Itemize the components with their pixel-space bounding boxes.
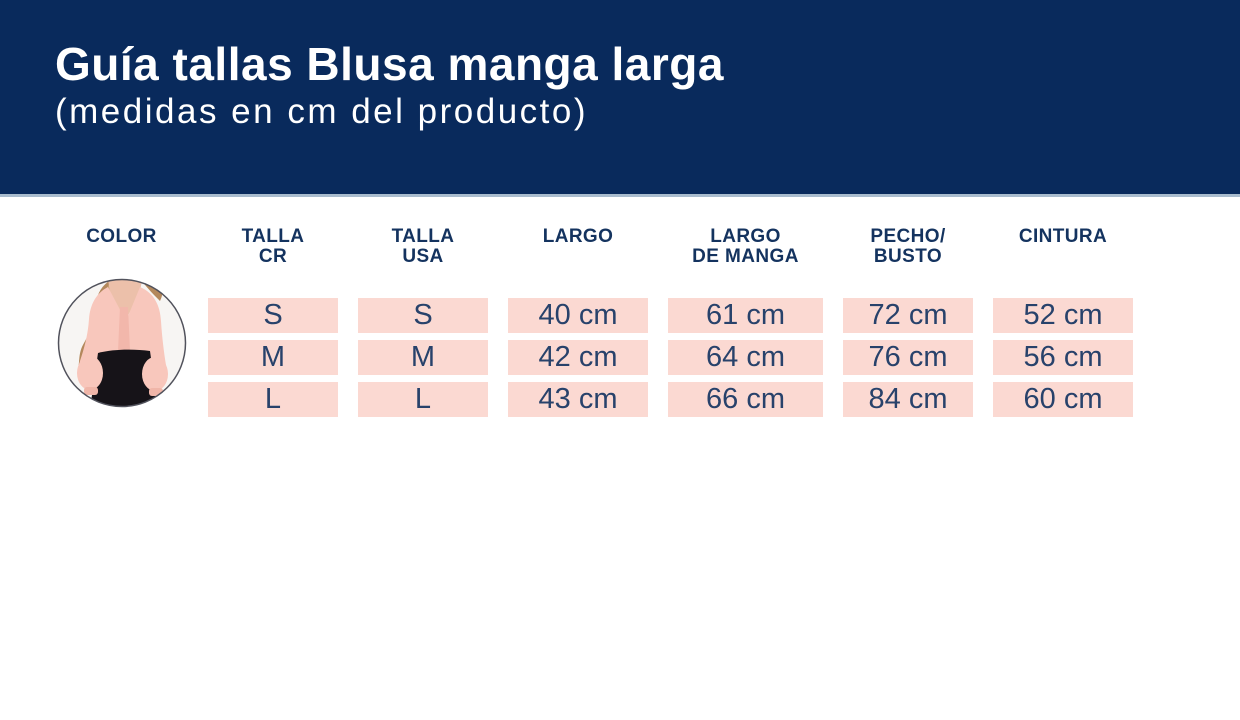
cell-l-largo-de-manga: 66 cm [668,382,823,417]
cell-m-cintura: 56 cm [993,340,1133,375]
product-photo-cell [55,278,188,417]
cell-l-pecho-busto: 84 cm [843,382,973,417]
cell-s-pecho-busto: 72 cm [843,298,973,333]
column-header-largo: LARGO [542,226,614,247]
photo-circle-border [57,278,186,408]
cell-l-largo: 43 cm [508,382,648,417]
model-photo [57,278,186,408]
right-sleeve-cuff [148,388,163,396]
page-subtitle: (medidas en cm del producto) [55,91,588,131]
skirt-shape [89,349,158,407]
column-header-color: COLOR [86,226,157,247]
cell-m-pecho-busto: 76 cm [843,340,973,375]
cell-m-talla-usa: M [358,340,488,375]
cell-s-talla-cr: S [208,298,338,333]
page-title: Guía tallas Blusa manga larga [55,38,724,90]
cell-m-largo-de-manga: 64 cm [668,340,823,375]
size-guide-table: COLOR TALLA CR TALLA USA LARGO LARGO DE … [55,223,1133,417]
cell-l-talla-cr: L [208,382,338,417]
title-banner: Guía tallas Blusa manga larga (medidas e… [0,0,1240,197]
cell-l-talla-usa: L [358,382,488,417]
column-header-largo-de-manga: LARGO DE MANGA [692,226,799,267]
column-header-talla-usa: TALLA USA [391,226,455,267]
column-header-pecho-busto: PECHO/ BUSTO [870,226,946,267]
cell-m-talla-cr: M [208,340,338,375]
right-sleeve-puff [141,357,168,391]
cell-s-largo: 40 cm [508,298,648,333]
column-header-cintura: CINTURA [1018,226,1108,247]
left-sleeve-cuff [83,387,98,395]
column-header-talla-cr: TALLA CR [241,226,305,267]
cell-s-cintura: 52 cm [993,298,1133,333]
cell-l-cintura: 60 cm [993,382,1133,417]
skin-chest [107,279,142,323]
cell-s-talla-usa: S [358,298,488,333]
cell-s-largo-de-manga: 61 cm [668,298,823,333]
blouse-ruching [117,307,130,351]
cell-m-largo: 42 cm [508,340,648,375]
left-sleeve-puff [76,356,103,390]
